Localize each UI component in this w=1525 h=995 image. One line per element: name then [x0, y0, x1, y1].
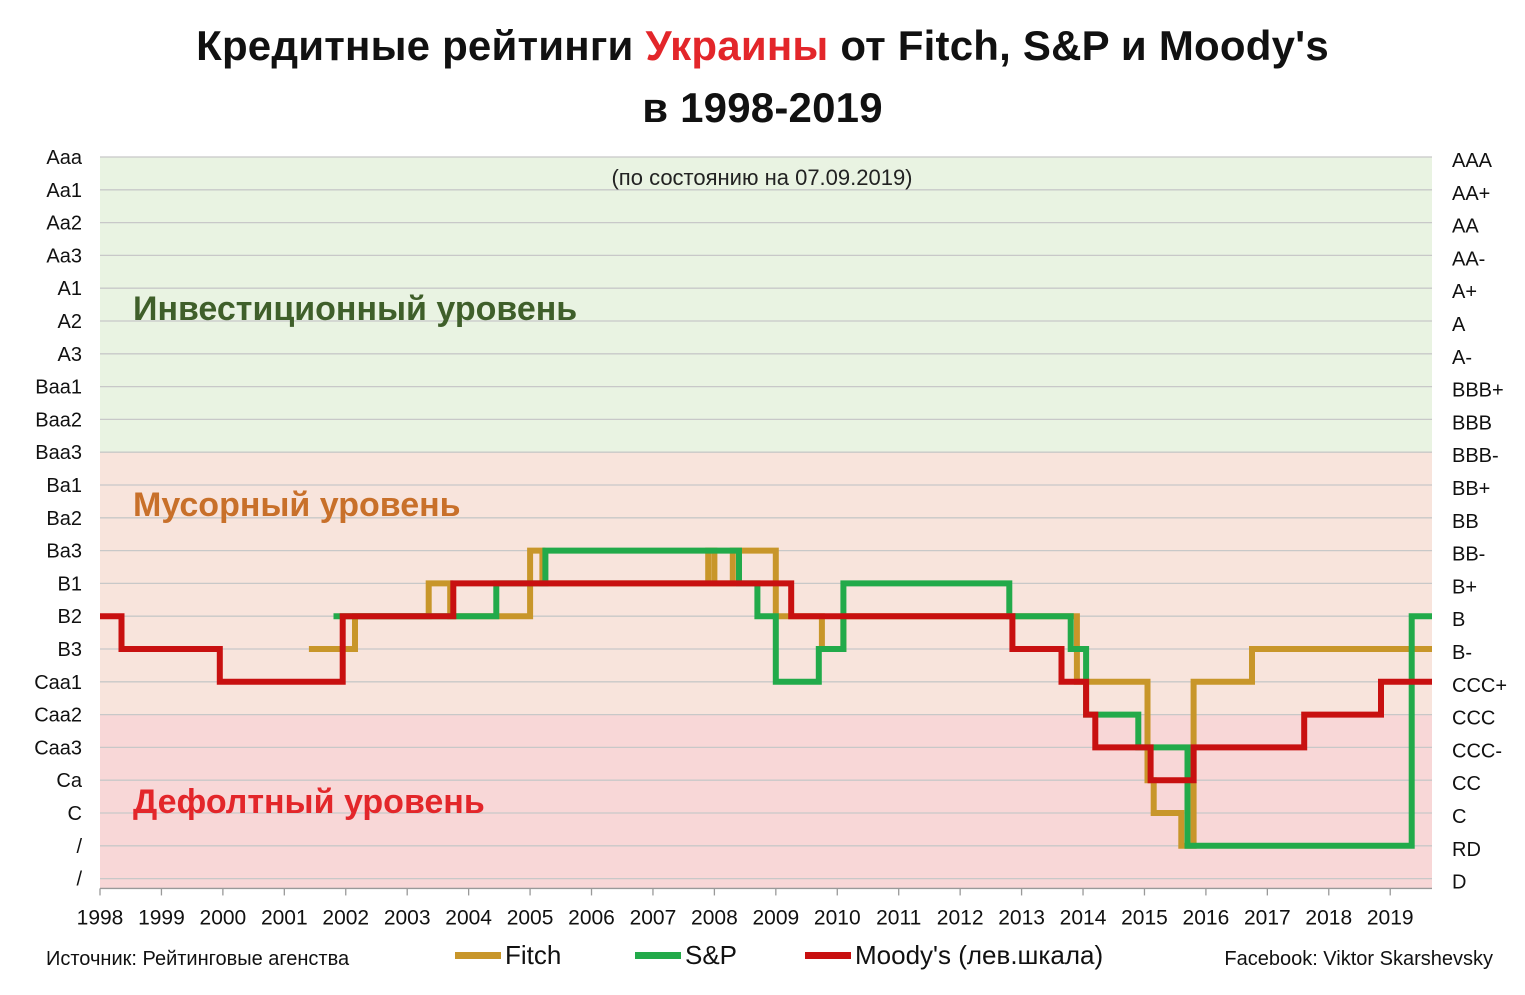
x-tick-label: 1999: [138, 906, 185, 929]
y-right-label: AA+: [1452, 183, 1490, 205]
y-left-label: Ba3: [46, 541, 82, 563]
y-left-label: C: [68, 803, 82, 825]
x-tick-label: 2005: [507, 906, 554, 929]
y-left-label: Caa1: [34, 672, 82, 694]
y-right-label: CC: [1452, 773, 1481, 795]
y-left-label: Aaa: [46, 147, 82, 169]
legend-moodys-swatch: [805, 952, 851, 959]
x-tick-label: 1998: [77, 906, 124, 929]
x-tick-label: 2019: [1367, 906, 1414, 929]
zone-label-junk: Мусорный уровень: [133, 486, 461, 524]
y-right-label: RD: [1452, 839, 1481, 861]
zone-label-investment: Инвестиционный уровень: [133, 290, 577, 328]
zone-default: [100, 714, 1432, 889]
x-tick-label: 2009: [752, 906, 799, 929]
title-highlight: Украины: [645, 22, 829, 69]
y-left-label: Ca: [56, 770, 82, 792]
x-tick-label: 2007: [630, 906, 677, 929]
y-right-label: B-: [1452, 642, 1472, 664]
y-left-label: Aa2: [46, 213, 82, 235]
y-right-label: AA: [1452, 216, 1479, 238]
x-tick-label: 2011: [876, 906, 921, 929]
legend-sp: S&P: [635, 940, 737, 971]
chart-subtitle: (по состоянию на 07.09.2019): [611, 165, 912, 190]
y-right-label: A: [1452, 314, 1466, 336]
y-right-label: BB+: [1452, 478, 1490, 500]
y-right-label: CCC: [1452, 708, 1495, 730]
series-line-moodys: [100, 580, 1432, 784]
y-left-label: Baa1: [35, 377, 82, 399]
x-tick-label: 2013: [998, 906, 1045, 929]
y-right-label: BB-: [1452, 544, 1485, 566]
y-left-label: B1: [58, 573, 82, 595]
y-right-label: BBB+: [1452, 380, 1504, 402]
y-right-label: B: [1452, 609, 1465, 631]
y-left-label: Caa2: [34, 705, 82, 727]
y-right-label: D: [1452, 872, 1466, 894]
y-left-label: Ba1: [46, 475, 82, 497]
y-left-label: Aa3: [46, 245, 82, 267]
y-left-label: B2: [58, 606, 82, 628]
y-left-label: Aa1: [46, 180, 82, 202]
y-left-label: Baa3: [35, 442, 82, 464]
y-right-label: CCC+: [1452, 675, 1507, 697]
x-tick-label: 2002: [322, 906, 369, 929]
y-right-label: A-: [1452, 347, 1472, 369]
y-right-label: AA-: [1452, 248, 1485, 270]
legend-sp-label: S&P: [685, 940, 738, 970]
legend-moodys-label: Moody's (лев.шкала): [855, 940, 1104, 970]
zone-label-default: Дефолтный уровень: [133, 783, 485, 821]
y-left-label: Caa3: [34, 737, 82, 759]
chart-title-line-2: в 1998-2019: [642, 84, 883, 131]
x-tick-label: 2008: [691, 906, 738, 929]
x-tick-label: 2000: [200, 906, 247, 929]
y-left-label: A2: [58, 311, 82, 333]
y-left-label: Ba2: [46, 508, 82, 530]
x-tick-label: 2014: [1060, 906, 1107, 929]
x-tick-label: 2001: [261, 906, 308, 929]
legend-fitch-label: Fitch: [505, 940, 562, 970]
legend-sp-swatch: [635, 952, 681, 959]
y-left-label: Baa2: [35, 409, 82, 431]
y-right-label: C: [1452, 806, 1466, 828]
y-left-label: /: [76, 869, 82, 891]
source-note: Источник: Рейтинговые агенства: [46, 948, 350, 970]
author-credit: Facebook: Viktor Skarshevsky: [1224, 948, 1493, 970]
legend-moodys: Moody's (лев.шкала): [805, 940, 1103, 971]
x-tick-label: 2010: [814, 906, 861, 929]
chart-title: Кредитные рейтинги Украины от Fitch, S&P…: [0, 22, 1525, 70]
legend-fitch: Fitch: [455, 940, 561, 971]
x-tick-label: 2017: [1244, 906, 1291, 929]
y-right-label: BBB-: [1452, 445, 1499, 467]
zone-investment: [100, 157, 1432, 453]
x-tick-label: 2015: [1121, 906, 1168, 929]
x-tick-label: 2016: [1183, 906, 1230, 929]
y-right-label: BB: [1452, 511, 1479, 533]
x-tick-label: 2004: [445, 906, 492, 929]
x-tick-label: 2006: [568, 906, 615, 929]
y-right-label: CCC-: [1452, 740, 1502, 762]
y-right-label: AAA: [1452, 150, 1493, 172]
x-tick-label: 2012: [937, 906, 984, 929]
y-right-label: BBB: [1452, 412, 1492, 434]
y-left-label: A3: [58, 344, 82, 366]
legend-fitch-swatch: [455, 952, 501, 959]
x-tick-label: 2003: [384, 906, 431, 929]
title-part-1: Кредитные рейтинги: [196, 22, 646, 69]
y-right-label: A+: [1452, 281, 1477, 303]
y-left-label: /: [76, 836, 82, 858]
y-left-label: B3: [58, 639, 82, 661]
x-tick-label: 2018: [1305, 906, 1352, 929]
y-right-label: B+: [1452, 576, 1477, 598]
y-left-label: A1: [58, 278, 82, 300]
title-part-2: от Fitch, S&P и Moody's: [828, 22, 1329, 69]
